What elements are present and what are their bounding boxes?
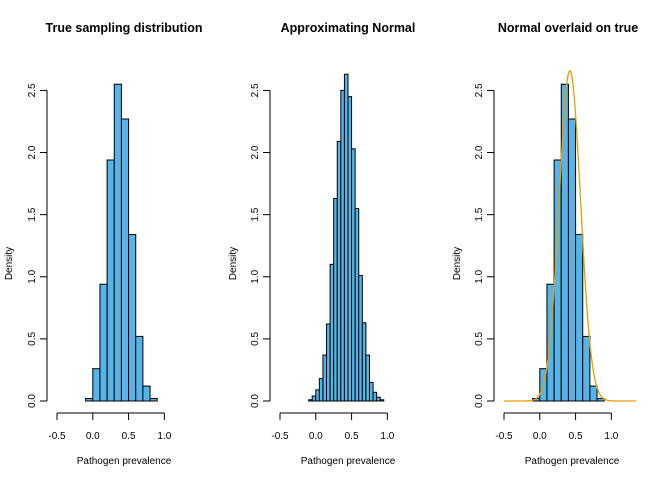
x-tick-label: 1.0 <box>157 431 171 442</box>
x-tick-label: 0.0 <box>309 431 323 442</box>
x-tick-label: -0.5 <box>48 431 66 442</box>
panel-true-sampling-distribution: True sampling distribution -0.5 0.0 0.5 1.0 P… <box>4 21 202 467</box>
histogram-bar <box>347 96 353 402</box>
x-tick-label: 0.5 <box>569 431 583 442</box>
histogram-bar <box>567 118 577 402</box>
x-tick-label: 0.0 <box>533 431 547 442</box>
histogram-bar <box>326 323 331 402</box>
y-tick-label: 0.0 <box>27 394 38 408</box>
histogram-bar <box>368 381 374 402</box>
histogram-bar <box>333 198 338 402</box>
y-tick-label: 1.0 <box>250 269 261 283</box>
y-tick-label: 0.0 <box>250 394 261 408</box>
y-tick-label: 1.5 <box>27 207 38 221</box>
y-tick-label: 2.5 <box>474 83 485 97</box>
histogram-bar <box>336 140 342 402</box>
panel-normal-overlaid-on-true: Normal overlaid on true -0.5 0.0 0.5 1.0 Path… <box>452 21 638 467</box>
histogram-bar <box>128 234 137 402</box>
histogram-bar <box>575 234 584 402</box>
histogram-bar <box>361 322 367 402</box>
histogram-bar <box>85 398 94 402</box>
x-tick-label: -0.5 <box>495 431 513 442</box>
y-tick-label: 2.0 <box>27 145 38 159</box>
chart-title: Normal overlaid on true <box>498 21 638 35</box>
histogram-bar <box>99 283 108 402</box>
normal-density-curve <box>504 70 637 402</box>
histogram-bar <box>358 275 363 402</box>
x-axis-label: Pathogen prevalence <box>301 456 396 467</box>
y-tick-label: 2.0 <box>250 145 261 159</box>
histogram-bar <box>365 354 370 402</box>
y-tick-label: 2.5 <box>250 83 261 97</box>
x-tick-label: 0.5 <box>122 431 136 442</box>
histogram-bar <box>315 389 320 402</box>
y-tick-label: 0.5 <box>27 331 38 345</box>
y-axis-label: Density <box>452 247 463 280</box>
x-axis-label: Pathogen prevalence <box>77 456 172 467</box>
x-tick-label: 1.0 <box>604 431 618 442</box>
histogram-bar <box>322 354 328 402</box>
histogram-bar <box>106 159 115 402</box>
x-tick-label: 0.0 <box>86 431 100 442</box>
histogram-bar <box>149 398 158 402</box>
y-tick-label: 1.5 <box>250 207 261 221</box>
y-tick-label: 0.5 <box>250 331 261 345</box>
panel-approximating-normal: Approximating Normal -0.5 0.0 0.5 1.0 Pathoge… <box>228 21 415 467</box>
y-tick-label: 1.0 <box>27 269 38 283</box>
histogram-bar <box>354 207 360 402</box>
y-tick-label: 2.0 <box>474 145 485 159</box>
y-tick-label: 1.0 <box>474 269 485 283</box>
histogram-bar <box>376 396 381 402</box>
y-axis-label: Density <box>4 247 15 280</box>
x-tick-label: -0.5 <box>271 431 289 442</box>
histogram-bar <box>379 399 385 402</box>
histogram-bar <box>582 335 591 402</box>
chart-title: True sampling distribution <box>46 21 203 35</box>
histogram-bar <box>351 148 356 402</box>
y-tick-label: 2.5 <box>27 83 38 97</box>
histogram-bar <box>142 385 151 402</box>
histogram-bar <box>318 378 324 402</box>
y-tick-label: 0.5 <box>474 331 485 345</box>
histogram-bar <box>308 399 313 402</box>
histogram-bar <box>343 73 349 402</box>
chart-title: Approximating Normal <box>281 21 416 35</box>
histogram-bar <box>113 83 122 402</box>
histogram-bar <box>120 118 130 402</box>
y-tick-label: 0.0 <box>474 394 485 408</box>
histogram-bar <box>560 83 569 402</box>
x-axis-label: Pathogen prevalence <box>525 456 620 467</box>
y-tick-label: 1.5 <box>474 207 485 221</box>
histogram-bar <box>311 395 317 402</box>
histogram-bar <box>92 368 101 402</box>
histogram-bar <box>329 263 335 402</box>
histogram-bar <box>135 335 144 402</box>
histogram-bar <box>372 391 378 402</box>
x-tick-label: 0.5 <box>345 431 359 442</box>
y-axis-label: Density <box>228 247 239 280</box>
histogram-bar <box>589 385 598 402</box>
x-tick-label: 1.0 <box>380 431 394 442</box>
histogram-bar <box>340 89 345 402</box>
